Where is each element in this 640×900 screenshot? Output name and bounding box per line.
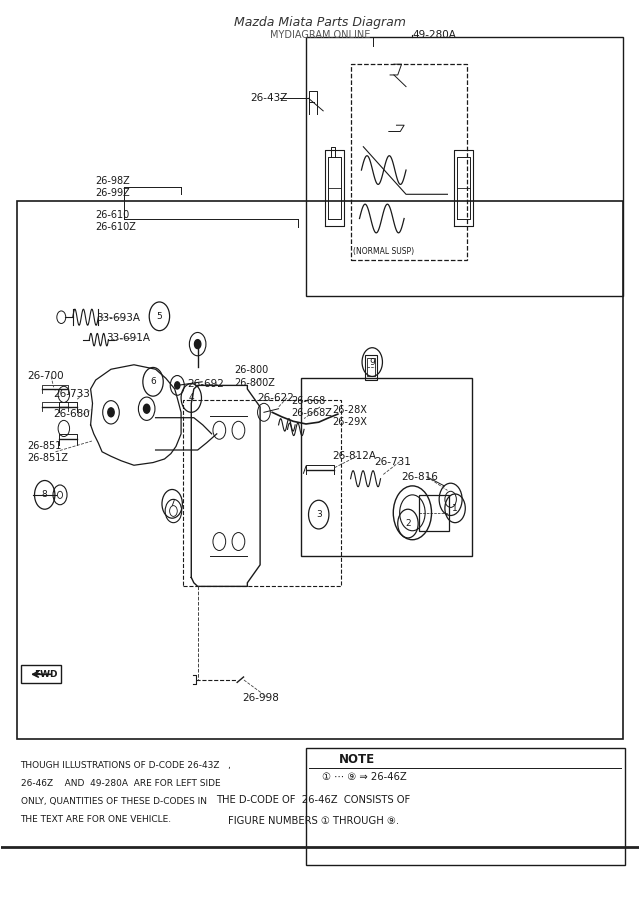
Text: 33-693A: 33-693A (96, 313, 140, 323)
Bar (419, 495, 449, 531)
Text: 26-622: 26-622 (257, 393, 294, 403)
Text: 26-816: 26-816 (401, 472, 438, 482)
Text: 26-43Z: 26-43Z (250, 94, 287, 104)
Circle shape (175, 382, 180, 389)
Text: ONLY, QUANTITIES OF THESE D-CODES IN: ONLY, QUANTITIES OF THESE D-CODES IN (20, 797, 207, 806)
Text: THOUGH ILLUSTRATIONS OF D-CODE 26-43Z   ,: THOUGH ILLUSTRATIONS OF D-CODE 26-43Z , (20, 761, 232, 770)
Text: 6: 6 (150, 377, 156, 386)
Text: FWD: FWD (35, 670, 58, 679)
Text: ① ⋯ ⑨ ⇒ 26-46Z: ① ⋯ ⑨ ⇒ 26-46Z (322, 772, 407, 782)
Text: THE D-CODE OF  26-46Z  CONSISTS OF: THE D-CODE OF 26-46Z CONSISTS OF (216, 795, 411, 805)
Text: 26-851
26-851Z: 26-851 26-851Z (27, 441, 68, 463)
Text: (NORMAL SUSP): (NORMAL SUSP) (353, 248, 414, 256)
Bar (306, 37, 623, 296)
Bar (306, 748, 625, 865)
Text: FIGURE NUMBERS ① THROUGH ⑨.: FIGURE NUMBERS ① THROUGH ⑨. (228, 816, 399, 826)
Text: 8: 8 (42, 491, 47, 500)
Text: 33-691A: 33-691A (106, 333, 150, 343)
Bar (365, 355, 378, 380)
Bar (301, 378, 472, 556)
Text: THE TEXT ARE FOR ONE VEHICLE.: THE TEXT ARE FOR ONE VEHICLE. (20, 815, 172, 824)
Text: 7: 7 (170, 500, 175, 508)
Bar (17, 201, 623, 739)
Bar (183, 400, 341, 587)
Text: 9: 9 (369, 357, 375, 366)
Text: 26-668
26-668Z: 26-668 26-668Z (291, 396, 332, 418)
Text: 26-98Z
26-99Z: 26-98Z 26-99Z (96, 176, 131, 198)
Text: MYDIAGRAM.ONLINE: MYDIAGRAM.ONLINE (270, 30, 370, 40)
Text: 26-700: 26-700 (27, 372, 63, 382)
Text: 26-733: 26-733 (54, 390, 90, 400)
Text: 49-280A: 49-280A (412, 31, 456, 40)
Text: 4: 4 (188, 393, 194, 402)
Text: 26-28X
26-29X: 26-28X 26-29X (333, 405, 367, 428)
Text: 26-998: 26-998 (243, 693, 279, 703)
Circle shape (143, 404, 150, 413)
Text: 26-800
26-800Z: 26-800 26-800Z (234, 365, 275, 388)
Text: Mazda Miata Parts Diagram: Mazda Miata Parts Diagram (234, 15, 406, 29)
Text: 5: 5 (157, 311, 163, 320)
Text: 26-692: 26-692 (188, 379, 225, 389)
Text: 3: 3 (316, 510, 322, 519)
Text: NOTE: NOTE (339, 753, 375, 766)
Circle shape (108, 408, 114, 417)
Text: 26-46Z    AND  49-280A  ARE FOR LEFT SIDE: 26-46Z AND 49-280A ARE FOR LEFT SIDE (20, 779, 220, 788)
Text: 26-812A: 26-812A (333, 451, 377, 462)
Bar (20, 665, 61, 683)
Circle shape (195, 339, 201, 348)
Bar (367, 358, 375, 376)
Text: 26-731: 26-731 (374, 456, 411, 467)
Text: 26-680: 26-680 (54, 410, 90, 419)
Text: 26-610
26-610Z: 26-610 26-610Z (96, 210, 136, 232)
Bar (351, 64, 467, 260)
Text: 2: 2 (405, 519, 411, 528)
Text: 1: 1 (452, 504, 458, 513)
